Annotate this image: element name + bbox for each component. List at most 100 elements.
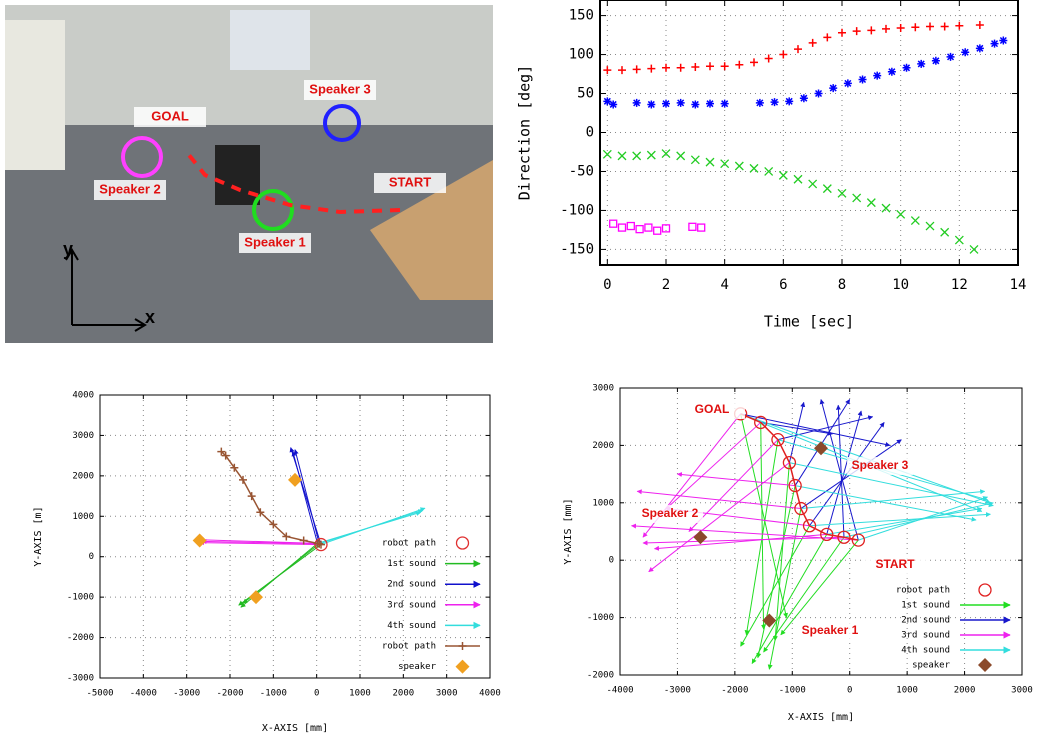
point bbox=[609, 100, 617, 108]
y-tick-label: 0 bbox=[89, 552, 94, 562]
legend-label: robot path bbox=[382, 539, 436, 549]
x-tick-label: 3000 bbox=[436, 689, 458, 699]
legend-label: 3rd sound bbox=[387, 600, 436, 610]
photo-label: START bbox=[389, 174, 431, 189]
point bbox=[859, 76, 867, 84]
point bbox=[721, 100, 729, 108]
y-tick-label: 1000 bbox=[592, 498, 614, 508]
legend-label: 4th sound bbox=[901, 646, 950, 656]
x-tick-label: -4000 bbox=[606, 686, 633, 696]
photo-window bbox=[230, 10, 310, 70]
point bbox=[662, 100, 670, 108]
point bbox=[991, 40, 999, 48]
legend-label: 1st sound bbox=[387, 559, 436, 569]
y-tick-label: -100 bbox=[560, 202, 594, 218]
legend-label: 4th sound bbox=[387, 621, 436, 631]
x-tick-label: -3000 bbox=[173, 689, 200, 699]
x-tick-label: 6 bbox=[779, 277, 787, 293]
photo-label: Speaker 2 bbox=[99, 181, 160, 196]
legend-label: 1st sound bbox=[901, 601, 950, 611]
y-tick-label: -50 bbox=[569, 163, 594, 179]
point bbox=[999, 37, 1007, 45]
point bbox=[691, 100, 699, 108]
y-tick-label: 4000 bbox=[72, 391, 94, 401]
point bbox=[888, 68, 896, 76]
photo: GOALSpeaker 3Speaker 2STARTSpeaker 1yx bbox=[5, 5, 493, 343]
point bbox=[873, 72, 881, 80]
x-tick-label: -2000 bbox=[216, 689, 243, 699]
legend-label: robot path bbox=[896, 586, 950, 596]
x-tick-label: 8 bbox=[838, 277, 846, 293]
figure: GOAL Speaker 3 Speaker 2 START Speaker 1 y x -… bbox=[0, 0, 1046, 737]
annotation: GOAL bbox=[695, 402, 730, 416]
x-tick-label: 1000 bbox=[349, 689, 371, 699]
photo-partition bbox=[5, 20, 65, 170]
x-tick-label: 0 bbox=[314, 689, 319, 699]
y-axis-title: Direction [deg] bbox=[516, 65, 534, 200]
x-tick-label: 4 bbox=[720, 277, 728, 293]
photo-label: Speaker 1 bbox=[244, 234, 305, 249]
y-tick-label: 0 bbox=[586, 125, 594, 141]
x-tick-label: 4000 bbox=[479, 689, 501, 699]
annotation: Speaker 2 bbox=[642, 506, 699, 520]
x-tick-label: 2000 bbox=[392, 689, 414, 699]
x-tick-label: 0 bbox=[847, 686, 852, 696]
y-tick-label: -3000 bbox=[67, 674, 94, 684]
point bbox=[785, 97, 793, 105]
x-tick-label: 14 bbox=[1010, 277, 1027, 293]
y-axis-title: Y-AXIS [mm] bbox=[563, 498, 574, 564]
photo-label: x bbox=[145, 307, 155, 327]
legend-label: speaker bbox=[398, 662, 437, 672]
y-tick-label: 50 bbox=[577, 86, 594, 102]
y-tick-label: -2000 bbox=[587, 671, 614, 681]
x-tick-label: 2 bbox=[662, 277, 670, 293]
y-tick-label: 0 bbox=[609, 556, 614, 566]
x-tick-label: -1000 bbox=[779, 686, 806, 696]
x-tick-label: -2000 bbox=[721, 686, 748, 696]
x-tick-label: 0 bbox=[603, 277, 611, 293]
point bbox=[647, 100, 655, 108]
x-tick-label: -1000 bbox=[260, 689, 287, 699]
x-tick-label: -3000 bbox=[664, 686, 691, 696]
annotation: START bbox=[875, 557, 915, 571]
x-tick-label: -5000 bbox=[86, 689, 113, 699]
point bbox=[844, 79, 852, 87]
chart: -3000-2000-100001000200030004000-5000-40… bbox=[33, 391, 501, 735]
point bbox=[917, 60, 925, 68]
x-tick-label: 1000 bbox=[896, 686, 918, 696]
chart: -2000 -1000 0 1000 2000 3000 -4000 -3000 -2000 -1… bbox=[563, 384, 1033, 724]
plot-area bbox=[100, 395, 490, 678]
y-axis-title: Y-AXIS [m] bbox=[33, 506, 44, 566]
point bbox=[706, 100, 714, 108]
point bbox=[976, 44, 984, 52]
y-tick-label: 2000 bbox=[592, 441, 614, 451]
x-tick-label: 3000 bbox=[1011, 686, 1033, 696]
x-axis-title: Time [sec] bbox=[764, 313, 854, 331]
y-tick-label: 100 bbox=[569, 47, 594, 63]
photo-label: Speaker 3 bbox=[309, 81, 370, 96]
photo-label: y bbox=[63, 239, 73, 259]
x-tick-label: 12 bbox=[951, 277, 968, 293]
y-tick-label: 3000 bbox=[72, 431, 94, 441]
y-tick-label: -1000 bbox=[587, 613, 614, 623]
point bbox=[756, 99, 764, 107]
annotation: Speaker 3 bbox=[852, 458, 909, 472]
legend-label: 3rd sound bbox=[901, 631, 950, 641]
x-tick-label: 10 bbox=[892, 277, 909, 293]
point bbox=[815, 90, 823, 98]
x-axis-title: X-AXIS [mm] bbox=[788, 712, 854, 723]
x-tick-label: 2000 bbox=[954, 686, 976, 696]
legend-label: 2nd sound bbox=[901, 616, 950, 626]
point bbox=[800, 94, 808, 102]
point bbox=[932, 57, 940, 65]
y-tick-label: 1000 bbox=[72, 512, 94, 522]
legend-label: speaker bbox=[912, 661, 951, 671]
legend-label: robot path bbox=[382, 642, 436, 652]
y-tick-label: 3000 bbox=[592, 384, 614, 394]
point bbox=[677, 99, 685, 107]
point bbox=[829, 84, 837, 92]
page: {"photo": {"labels": ["GOAL", "Speaker 3… bbox=[0, 0, 1046, 737]
y-tick-label: -1000 bbox=[67, 593, 94, 603]
annotation: Speaker 1 bbox=[802, 623, 859, 637]
